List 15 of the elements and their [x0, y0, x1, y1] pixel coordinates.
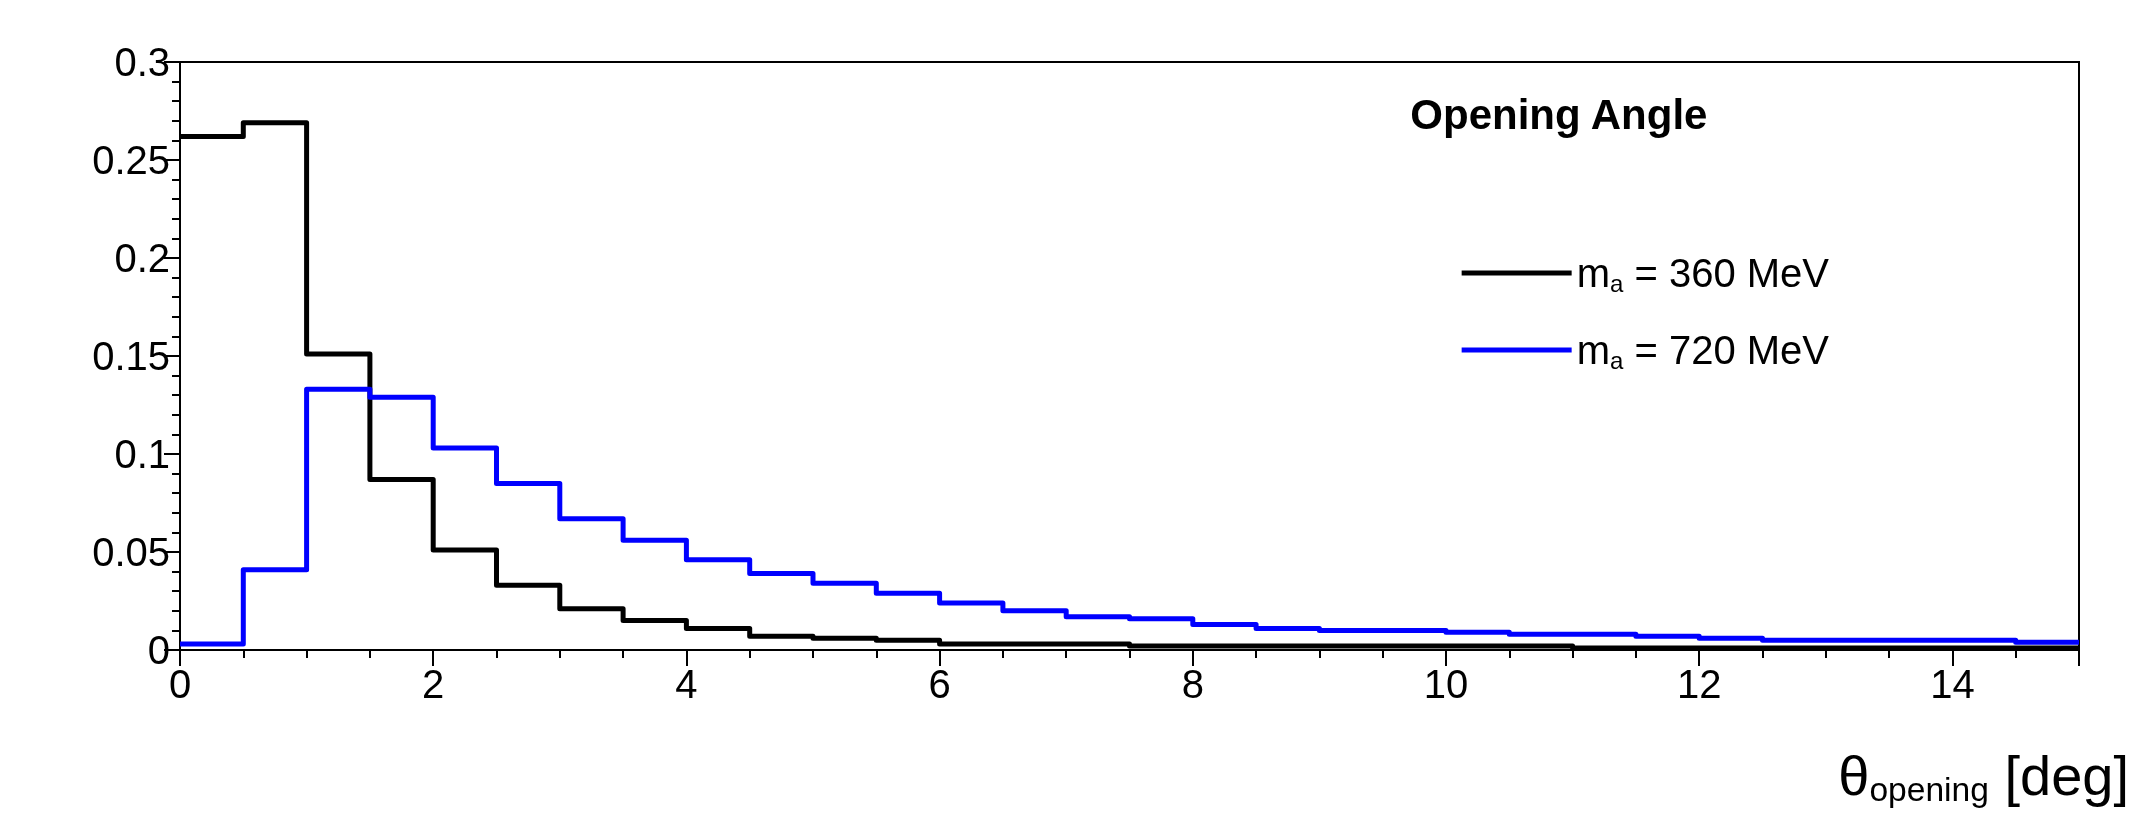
x-tick-label: 10 [1423, 662, 1469, 706]
y-tick-label: 0.3 [114, 40, 170, 84]
x-tick-label: 6 [928, 662, 951, 706]
x-tick-label: 4 [675, 662, 698, 706]
legend-title: Opening Angle [1410, 90, 1708, 138]
y-tick-label: 0.25 [92, 138, 170, 182]
y-tick-label: 0.1 [114, 432, 170, 476]
x-tick-label: 8 [1181, 662, 1204, 706]
x-tick-label: 2 [422, 662, 445, 706]
y-tick-label: 0.2 [114, 236, 170, 280]
x-tick-label: 12 [1676, 662, 1722, 706]
y-tick-label: 0.15 [92, 334, 170, 378]
x-tick-label: 14 [1930, 662, 1975, 706]
y-tick-label: 0.05 [92, 530, 170, 574]
y-tick-label: 0 [147, 628, 170, 672]
